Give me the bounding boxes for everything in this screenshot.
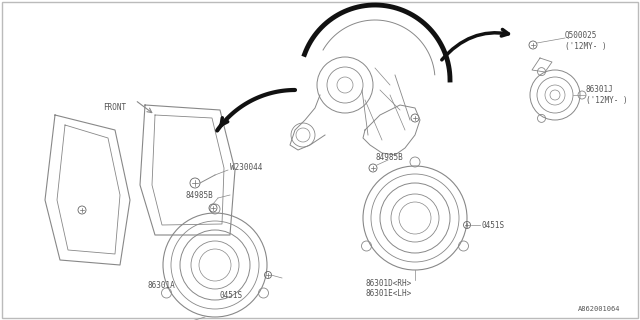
Text: A862001064: A862001064	[577, 306, 620, 312]
Text: Q500025: Q500025	[565, 30, 597, 39]
Text: 86301E<LH>: 86301E<LH>	[365, 289, 412, 298]
Text: W230044: W230044	[230, 164, 262, 172]
Text: 86301A: 86301A	[148, 281, 176, 290]
Text: 86301D<RH>: 86301D<RH>	[365, 278, 412, 287]
Text: ('12MY- ): ('12MY- )	[586, 97, 628, 106]
Text: FRONT: FRONT	[103, 103, 126, 113]
Text: 84985B: 84985B	[185, 190, 212, 199]
Text: 0451S: 0451S	[220, 291, 243, 300]
Text: ('12MY- ): ('12MY- )	[565, 42, 607, 51]
Text: 0451S: 0451S	[481, 220, 504, 229]
Text: 84985B: 84985B	[376, 154, 404, 163]
Text: 86301J: 86301J	[586, 85, 614, 94]
